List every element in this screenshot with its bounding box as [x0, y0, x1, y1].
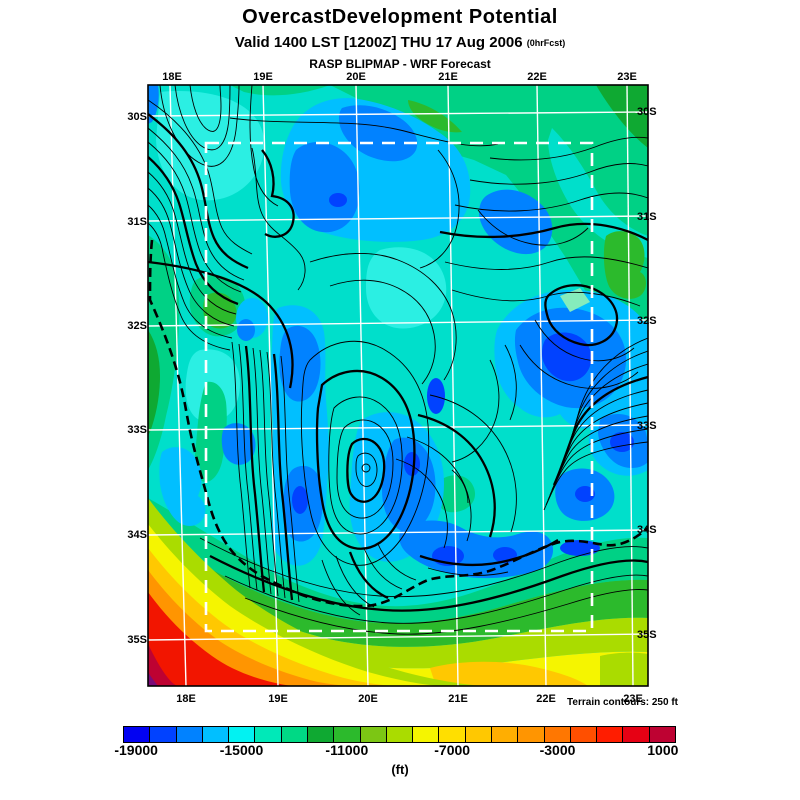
color-scale-segment: [622, 726, 650, 743]
terrain-region: [366, 247, 447, 329]
axis-tick-label: 32S: [637, 315, 657, 327]
axis-tick-label: 35S: [127, 634, 147, 646]
terrain-region: [560, 288, 590, 312]
terrain-region: [279, 325, 321, 402]
color-scale-value: -3000: [539, 742, 576, 758]
color-scale-segment: [149, 726, 177, 743]
axis-tick-label: 31S: [127, 216, 147, 228]
terrain-region: [382, 437, 436, 532]
valid-time-line: Valid 1400 LST [1200Z] THU 17 Aug 2006 (…: [0, 34, 800, 51]
color-scale-segment: [596, 726, 624, 743]
color-scale-bar: [123, 726, 676, 743]
axis-tick-label: 22E: [536, 693, 556, 705]
terrain-region: [159, 447, 206, 526]
terrain-region: [600, 652, 648, 686]
model-subtitle: RASP BLIPMAP - WRF Forecast: [309, 57, 491, 71]
color-scale-segment: [569, 726, 598, 743]
terrain-region: [292, 486, 308, 514]
map-plot-area: [148, 85, 648, 686]
contour-lines: [148, 85, 648, 635]
terrain-region: [289, 141, 360, 233]
terrain-region: [329, 193, 347, 207]
terrain-region: [560, 540, 600, 556]
axis-tick-label: 32S: [127, 320, 147, 332]
axis-labels: 18E 19E 20E 21E 22E 23E 18E 19E 20E 21E 22E 23E 30S 3…: [127, 71, 656, 705]
color-scale-segment: [648, 726, 676, 743]
axis-tick-label: 33S: [637, 420, 657, 432]
axis-tick-label: 23E: [617, 71, 637, 83]
color-scale-segment: [175, 726, 203, 743]
color-scale-segment: [359, 726, 387, 743]
terrain-fill-regions: [148, 85, 648, 686]
terrain-contours-note: Terrain contours: 250 ft: [567, 697, 678, 708]
forecast-hour-tag: (0hrFcst): [526, 38, 566, 48]
color-scale-segment: [228, 726, 256, 743]
color-scale-segment: [490, 726, 519, 743]
axis-tick-label: 21E: [448, 693, 468, 705]
color-scale-segment: [254, 726, 282, 743]
terrain-region: [221, 423, 256, 465]
terrain-region: [148, 498, 648, 624]
color-scale-segment: [385, 726, 414, 743]
terrain-region: [548, 128, 648, 258]
terrain-region: [399, 520, 554, 579]
axis-tick-label: 35S: [637, 629, 657, 641]
terrain-region: [430, 661, 588, 686]
axis-tick-label: 34S: [637, 524, 657, 536]
color-scale-value: -15000: [219, 742, 264, 758]
coastline: [148, 239, 648, 608]
terrain-region: [404, 452, 420, 476]
axis-tick-label: 31S: [637, 211, 657, 223]
terrain-region: [237, 319, 255, 341]
color-scale-segment: [306, 726, 335, 743]
terrain-region: [203, 292, 237, 329]
terrain-region: [196, 560, 648, 647]
terrain-region: [436, 475, 476, 513]
axis-tick-label: 21E: [438, 71, 458, 83]
color-scale-segment: [517, 726, 545, 743]
axis-tick-label: 33S: [127, 424, 147, 436]
axis-tick-label: 18E: [176, 693, 196, 705]
color-scale-segment: [123, 726, 151, 743]
axis-tick-label: 30S: [637, 106, 657, 118]
color-scale-value: -19000: [114, 742, 158, 758]
color-scale-segment: [201, 726, 230, 743]
color-scale-unit: (ft): [391, 762, 409, 777]
map-border: [147, 84, 649, 687]
axis-tick-label: 30S: [127, 111, 147, 123]
terrain-region: [338, 105, 418, 162]
page-title: OvercastDevelopment Potential: [242, 6, 558, 28]
terrain-region: [575, 486, 595, 502]
terrain-region: [148, 672, 158, 686]
axis-tick-label: 20E: [346, 71, 366, 83]
color-scale-segment: [464, 726, 492, 743]
color-scale-segment: [543, 726, 571, 743]
color-scale-values: -19000 -15000 -11000 -7000 -3000 1000: [0, 742, 800, 760]
color-scale-value: 1000: [647, 742, 679, 758]
color-scale-value: -7000: [434, 742, 471, 758]
terrain-region: [148, 85, 159, 124]
axis-tick-label: 20E: [358, 693, 378, 705]
axis-tick-label: 23E: [623, 693, 643, 705]
terrain-region: [148, 330, 160, 436]
axis-tick-label: 18E: [162, 71, 182, 83]
axis-tick-label: 22E: [527, 71, 547, 83]
terrain-region: [194, 381, 227, 482]
axis-tick-label: 19E: [253, 71, 273, 83]
color-scale-segment: [438, 726, 466, 743]
terrain-region: [148, 644, 178, 686]
terrain-region: [148, 592, 292, 686]
color-scale-value: -11000: [325, 742, 369, 758]
color-scale-segment: [333, 726, 361, 743]
terrain-region: [603, 231, 646, 299]
valid-time-text: Valid 1400 LST [1200Z] THU 17 Aug 2006: [234, 34, 523, 51]
axis-tick-label: 19E: [268, 693, 288, 705]
color-scale-segment: [412, 726, 440, 743]
axis-tick-label: 34S: [127, 529, 147, 541]
terrain-region: [230, 85, 330, 96]
terrain-region: [596, 85, 648, 148]
color-scale-segment: [280, 726, 308, 743]
